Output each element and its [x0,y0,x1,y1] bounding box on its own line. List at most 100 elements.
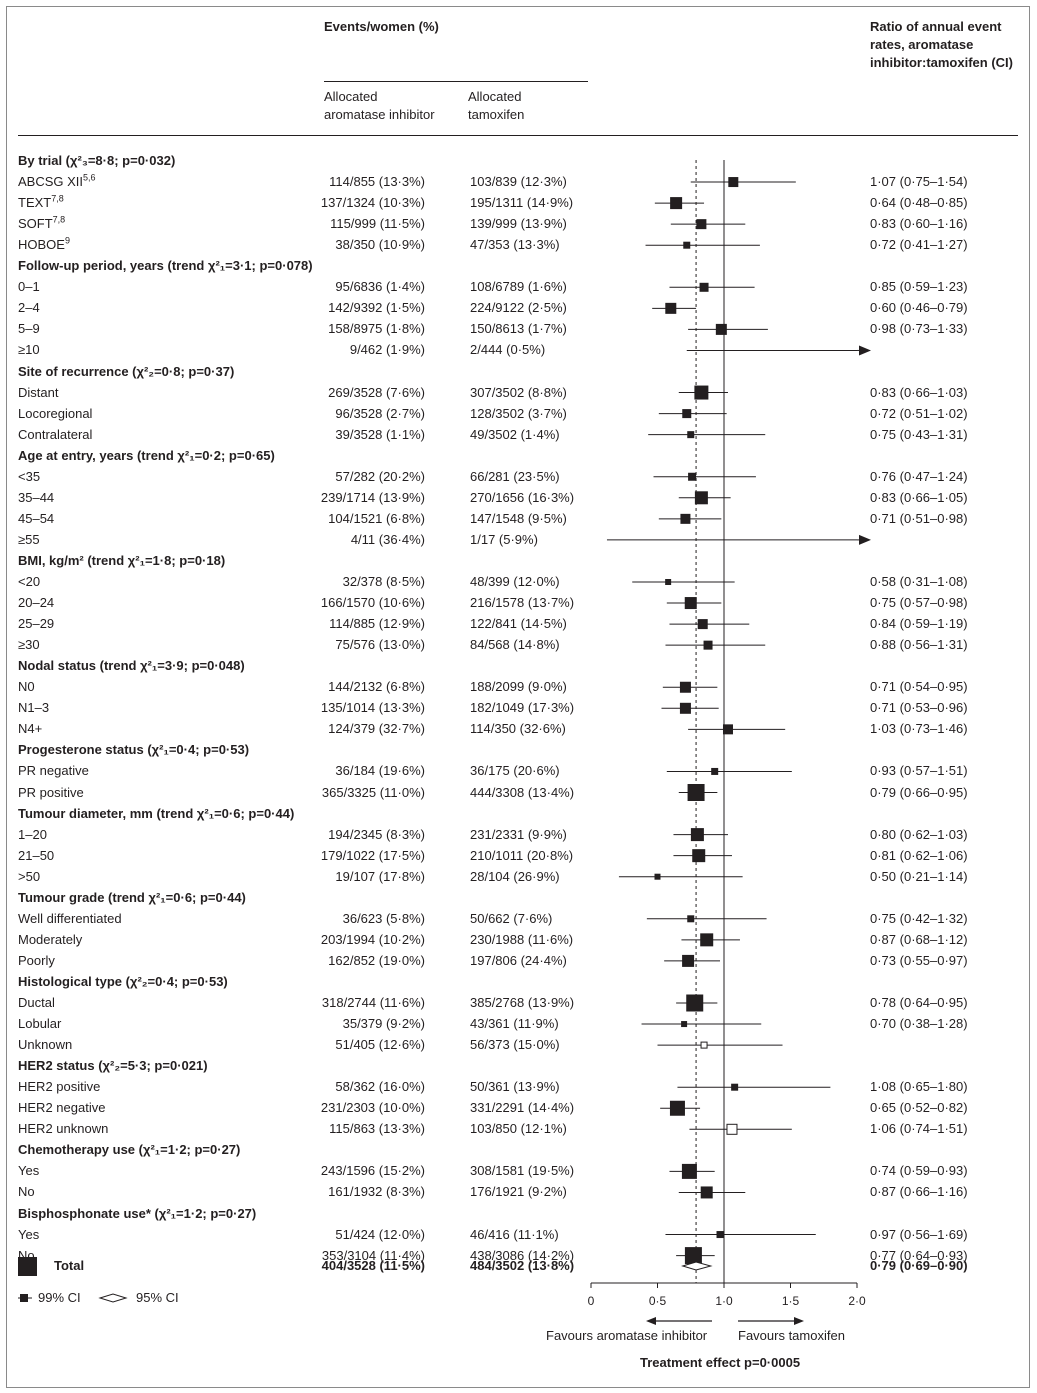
ai-events: 32/378 (8·5%) [342,574,425,589]
row-label: Lobular [18,1016,62,1032]
group-heading: Follow-up period, years (trend χ²₁=3·1; … [18,258,313,274]
ratio-ci: 0·75 (0·43–1·31) [870,426,968,442]
ratio-ci: 1·07 (0·75–1·54) [870,174,968,190]
ai-events: 162/852 (19·0%) [328,952,425,968]
ai-events: 96/3528 (2·7%) [335,405,425,421]
estimate-square [697,619,708,630]
ratio-ci: 1·03 (0·73–1·46) [870,721,968,737]
ai-events: 161/1932 (8·3%) [328,1184,425,1200]
estimate-square [703,640,713,650]
tamoxifen-events: 47/353 (13·3%) [470,237,560,253]
estimate-square [728,177,739,188]
header-rule [18,135,1018,136]
row-label: 21–50 [18,847,55,863]
group-heading: By trial (χ²₃=8·8; p=0·032) [18,153,176,168]
allocated-tamoxifen-heading: Allocated tamoxifen [468,89,525,122]
estimate-square [694,385,709,400]
total-label: Total [54,1258,85,1273]
ratio-ci: 0·73 (0·55–0·97) [870,952,968,968]
ratio-heading: Ratio of annual event rates, aromatase i… [870,19,1013,70]
row-label: <20 [18,574,41,589]
reference-superscript: 7,8 [51,193,64,204]
ai-events: 158/8975 (1·8%) [328,321,425,337]
ratio-ci: 0·98 (0·73–1·33) [870,321,968,337]
row-label: N0 [18,679,35,695]
ratio-ci: 0·76 (0·47–1·24) [870,468,968,484]
legend-99ci: 99% CI [38,1290,81,1305]
estimate-square [700,1186,713,1199]
row-label: 25–29 [18,616,55,632]
ratio-ci: 0·85 (0·59–1·23) [870,279,968,295]
ratio-ci: 0·71 (0·54–0·95) [870,679,968,695]
row-label: PR negative [18,763,89,779]
tamoxifen-events: 122/841 (14·5%) [470,616,567,632]
ai-events: 243/1596 (15·2%) [320,1163,425,1179]
row-label: Yes [18,1226,40,1242]
group-heading: BMI, kg/m² (trend χ²₁=1·8; p=0·18) [18,552,226,568]
group-heading: Site of recurrence (χ²₂=0·8; p=0·37) [18,363,235,379]
ratio-ci: 1·06 (0·74–1·51) [870,1121,968,1137]
group-heading: Age at entry, years (trend χ²₁=0·2; p=0·… [18,447,275,463]
allocated-ai-heading: Allocated aromatase inhibitor [324,89,435,122]
ai-events: 144/2132 (6·8%) [328,679,425,695]
reference-superscript: 7,8 [52,214,66,225]
tamoxifen-events: 49/3502 (1·4%) [470,426,560,442]
group-heading: Histological type (χ²₂=0·4; p=0·53) [18,973,228,989]
ratio-ci: 0·87 (0·66–1·16) [870,1184,968,1200]
tamoxifen-events: 139/999 (13·9%) [470,216,567,232]
ci-arrow [859,534,871,545]
row-label: SOFT7,8 [18,214,66,232]
tamoxifen-events: 230/1988 (11·6%) [470,931,574,947]
row-label: No [18,1184,35,1200]
ratio-ci: 0·71 (0·51–0·98) [870,510,968,526]
estimate-square [680,513,691,524]
estimate-square [692,849,706,863]
events-women-heading: Events/women (%) [324,19,439,34]
x-axis-tick-label: 1·0 [715,1294,733,1308]
tamoxifen-events: 438/3086 (14·2%) [470,1247,575,1263]
row-label: 2–4 [18,300,40,316]
ratio-ci: 0·75 (0·42–1·32) [870,910,968,926]
ai-events: 19/107 (17·8%) [335,868,425,884]
tamoxifen-events: 103/839 (12·3%) [470,174,567,190]
ratio-ci: 0·74 (0·59–0·93) [870,1163,968,1179]
group-heading: Progesterone status (χ²₁=0·4; p=0·53) [18,742,250,758]
ratio-ci: 0·83 (0·60–1·16) [870,216,968,232]
tamoxifen-events: 197/806 (24·4%) [470,952,567,968]
ratio-ci: 0·78 (0·64–0·95) [870,995,968,1010]
ratio-ci: 0·70 (0·38–1·28) [870,1016,968,1032]
row-label: Poorly [18,952,55,968]
ratio-ci: 1·08 (0·65–1·80) [870,1079,968,1095]
ai-events: 35/379 (9·2%) [342,1016,425,1032]
row-label: HOBOE9 [18,235,70,253]
ratio-ci: 0·80 (0·62–1·03) [870,826,968,842]
tamoxifen-events: 46/416 (11·1%) [470,1226,559,1242]
legend-95ci-diamond [98,1293,128,1303]
ratio-ci: 0·83 (0·66–1·03) [870,384,968,400]
legend-95ci: 95% CI [136,1290,179,1305]
favours-ai-label: Favours aromatase inhibitor [546,1328,708,1343]
ai-events: 194/2345 (8·3%) [328,826,425,842]
tamoxifen-events: 385/2768 (13·9%) [470,995,575,1010]
tamoxifen-events: 43/361 (11·9%) [470,1016,559,1032]
ai-events: 318/2744 (11·6%) [321,995,425,1010]
tamoxifen-events: 114/350 (32·6%) [470,721,566,737]
ratio-ci: 0·77 (0·64–0·93) [870,1247,968,1263]
row-label: Well differentiated [18,910,122,926]
tamoxifen-events: 182/1049 (17·3%) [470,700,575,716]
row-label: 1–20 [18,826,47,842]
tamoxifen-events: 1/17 (5·9%) [470,531,538,547]
ai-events: 124/379 (32·7%) [328,721,425,737]
ratio-ci: 0·60 (0·46–0·79) [870,300,968,316]
ratio-ci: 0·84 (0·59–1·19) [870,616,968,632]
estimate-square [726,1123,738,1135]
row-label: ABCSG XII5,6 [18,172,96,190]
estimate-square [687,915,695,923]
tamoxifen-events: 84/568 (14·8%) [470,637,560,653]
tamoxifen-events: 270/1656 (16·3%) [470,489,575,505]
ai-events: 36/184 (19·6%) [335,763,425,779]
ai-events: 137/1324 (10·3%) [320,195,425,211]
tamoxifen-events: 108/6789 (1·6%) [470,279,567,295]
estimate-square [679,702,691,714]
tamoxifen-events: 224/9122 (2·5%) [470,300,567,316]
